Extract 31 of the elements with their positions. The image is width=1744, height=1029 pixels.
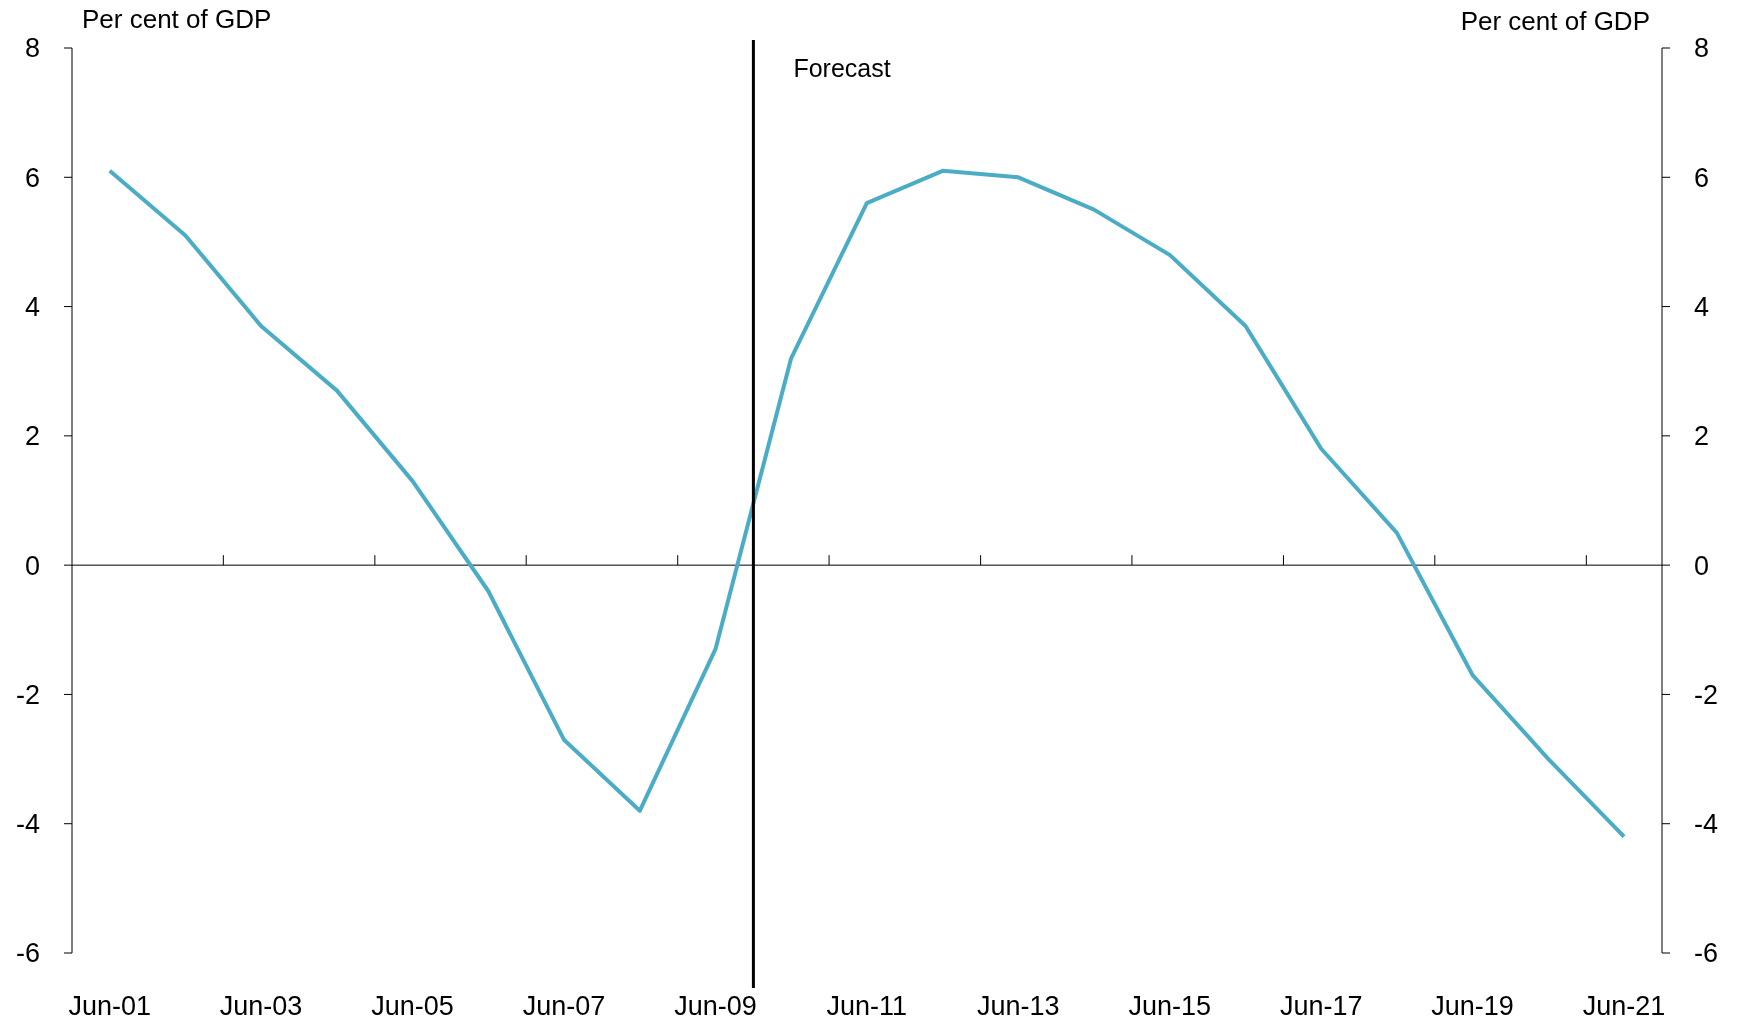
x-tick-label: Jun-13 (977, 991, 1060, 1021)
y2-tick-label: -6 (1694, 938, 1719, 969)
x-tick-label: Jun-17 (1279, 991, 1363, 1021)
x-tick-label: Jun-19 (1431, 991, 1514, 1021)
x-tick-label: Jun-05 (371, 991, 454, 1021)
y2-tick-label: 0 (1694, 550, 1710, 581)
x-tick-label: Jun-03 (219, 991, 303, 1021)
y-tick-label: -4 (15, 809, 40, 840)
y2-tick-label: -4 (1694, 809, 1719, 840)
y2-tick-label: 8 (1694, 33, 1710, 64)
y-tick-label: 6 (24, 162, 40, 193)
y-tick-label: -6 (15, 938, 40, 969)
x-tick-label: Jun-21 (1582, 991, 1666, 1021)
y2-axis-title: Per cent of GDP (1460, 6, 1650, 36)
x-tick-label: Jun-15 (1128, 991, 1211, 1021)
y-tick-label: 8 (24, 33, 40, 64)
y-tick-label: 2 (24, 421, 40, 452)
x-tick-label: Jun-07 (522, 991, 606, 1021)
y2-tick-label: 2 (1694, 421, 1710, 452)
x-tick-label: Jun-09 (674, 991, 757, 1021)
y-tick-label: 0 (24, 550, 40, 581)
line-series (107, 168, 1627, 839)
y2-tick-label: 6 (1694, 162, 1710, 193)
y2-tick-label: 4 (1694, 292, 1710, 323)
y-axis-title: Per cent of GDP (82, 4, 272, 34)
y2-tick-label: -2 (1694, 679, 1719, 710)
x-tick-label: Jun-11 (826, 991, 908, 1021)
ref-line-label: Forecast (793, 54, 891, 82)
y-tick-label: -2 (15, 679, 40, 710)
y-tick-label: 4 (24, 292, 40, 323)
x-tick-label: Jun-01 (68, 991, 152, 1021)
